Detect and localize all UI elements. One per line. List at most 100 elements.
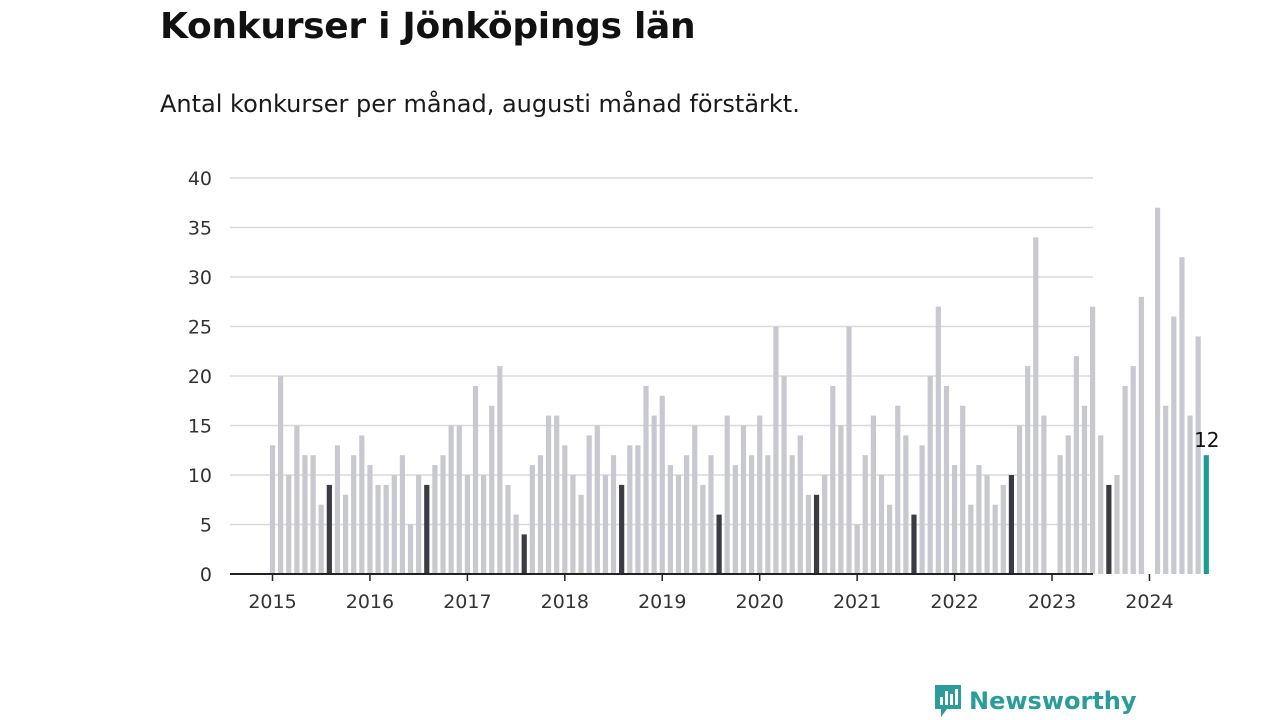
x-tick-label: 2021 bbox=[833, 591, 881, 613]
bar bbox=[903, 435, 909, 574]
bar bbox=[935, 306, 941, 574]
bar bbox=[497, 366, 503, 574]
bar-august bbox=[521, 534, 527, 574]
bar bbox=[1090, 306, 1096, 574]
bar bbox=[675, 475, 682, 574]
y-tick-label: 35 bbox=[188, 218, 212, 240]
bar bbox=[1057, 455, 1063, 574]
x-tick-label: 2019 bbox=[638, 591, 686, 613]
bar bbox=[789, 455, 795, 574]
bar bbox=[391, 475, 397, 574]
bar-august bbox=[326, 484, 332, 574]
bar bbox=[1179, 257, 1185, 574]
bar bbox=[968, 504, 974, 574]
bar bbox=[1041, 415, 1047, 574]
bar bbox=[765, 455, 771, 574]
bar bbox=[854, 524, 860, 574]
bar bbox=[545, 415, 552, 574]
bar bbox=[976, 465, 982, 574]
x-tick-label: 2016 bbox=[346, 591, 394, 613]
bar bbox=[757, 415, 763, 574]
bar bbox=[481, 475, 487, 574]
bars bbox=[269, 207, 1209, 574]
newsworthy-logo[interactable]: Newsworthy bbox=[933, 683, 1137, 719]
bar bbox=[286, 475, 292, 574]
bar bbox=[740, 425, 747, 574]
y-tick-label: 20 bbox=[188, 366, 212, 388]
bar bbox=[456, 425, 462, 574]
bar bbox=[1033, 237, 1039, 574]
x-tick-label: 2017 bbox=[443, 591, 491, 613]
bar bbox=[537, 455, 544, 574]
bar bbox=[943, 385, 950, 574]
bar bbox=[1130, 366, 1136, 574]
bar bbox=[383, 484, 389, 574]
bar bbox=[310, 455, 316, 574]
bar bbox=[1171, 316, 1177, 574]
x-tick-label: 2018 bbox=[541, 591, 589, 613]
bar bbox=[732, 465, 738, 574]
bar bbox=[822, 475, 828, 574]
bar bbox=[1114, 475, 1120, 574]
bar bbox=[367, 465, 373, 574]
bar bbox=[407, 524, 414, 574]
y-tick-label: 10 bbox=[188, 465, 212, 487]
bar bbox=[1138, 296, 1144, 574]
bar bbox=[960, 405, 966, 574]
bar bbox=[627, 445, 633, 574]
bar bbox=[399, 455, 406, 574]
bar bbox=[472, 385, 479, 574]
bar bbox=[781, 376, 787, 574]
bar bbox=[724, 415, 730, 574]
bar bbox=[927, 376, 933, 574]
bar bbox=[830, 385, 836, 574]
bar-august bbox=[813, 494, 820, 574]
bar bbox=[667, 465, 673, 574]
bar bbox=[586, 435, 592, 574]
bar bbox=[1065, 435, 1071, 574]
x-tick-label: 2023 bbox=[1028, 591, 1076, 613]
bar bbox=[984, 475, 990, 574]
bar bbox=[351, 455, 357, 574]
bar bbox=[594, 425, 600, 574]
bar bbox=[919, 445, 925, 574]
bar bbox=[570, 475, 576, 574]
bar bbox=[359, 435, 365, 574]
bar bbox=[951, 465, 958, 574]
bar bbox=[529, 465, 535, 574]
bar bbox=[700, 484, 706, 574]
bar bbox=[578, 494, 584, 574]
x-tick-label: 2015 bbox=[248, 591, 296, 613]
bar bbox=[1016, 425, 1023, 574]
bar-august bbox=[1106, 484, 1112, 574]
bar bbox=[1154, 207, 1161, 574]
x-tick-label: 2022 bbox=[930, 591, 978, 613]
bar bbox=[432, 465, 438, 574]
bar bbox=[505, 484, 511, 574]
bar bbox=[1098, 435, 1104, 574]
bar bbox=[1163, 405, 1169, 574]
bar bbox=[895, 405, 901, 574]
bar bbox=[1081, 405, 1088, 574]
bar-august bbox=[619, 484, 625, 574]
bar bbox=[278, 376, 284, 574]
bar bbox=[334, 445, 341, 574]
bar bbox=[846, 326, 852, 574]
x-tick-label: 2024 bbox=[1125, 591, 1173, 613]
bar bbox=[294, 425, 300, 574]
bar bbox=[870, 415, 876, 574]
bar bbox=[692, 425, 698, 574]
bar bbox=[562, 445, 568, 574]
bar-august bbox=[716, 514, 722, 574]
bar bbox=[440, 455, 446, 574]
bar bbox=[708, 455, 714, 574]
bar bbox=[878, 475, 885, 574]
bar bbox=[318, 504, 324, 574]
y-tick-label: 15 bbox=[188, 416, 212, 438]
bar bbox=[302, 455, 308, 574]
bar bbox=[651, 415, 657, 574]
y-tick-label: 5 bbox=[200, 515, 212, 537]
bar-august bbox=[1008, 475, 1015, 574]
bar bbox=[1073, 356, 1079, 574]
